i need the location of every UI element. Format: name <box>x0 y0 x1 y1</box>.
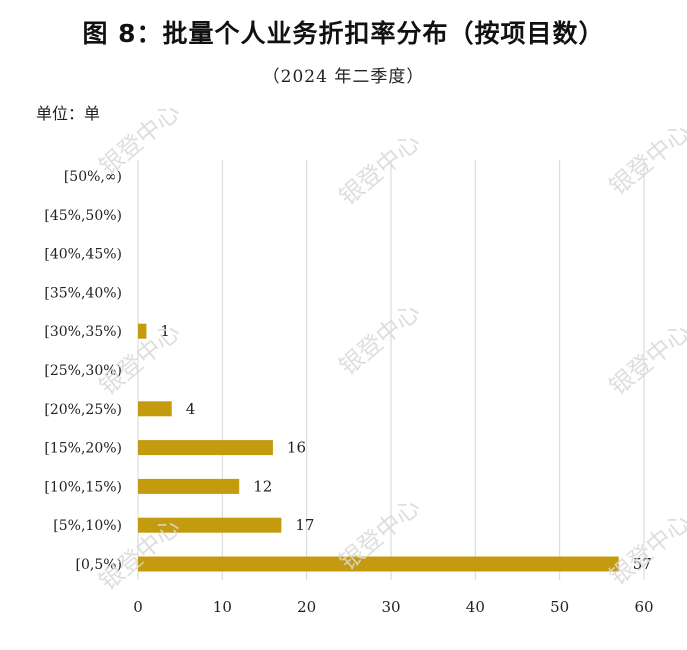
grid-lines <box>137 160 645 580</box>
data-label: 4 <box>186 400 196 418</box>
bar <box>138 556 619 572</box>
data-label: 1 <box>160 322 170 340</box>
x-tick-label: 30 <box>381 598 400 616</box>
category-label: [10%,15%) <box>44 479 122 495</box>
category-label: [45%,50%) <box>44 208 122 224</box>
unit-label: 单位：单 <box>36 104 101 123</box>
bar <box>138 440 273 456</box>
x-tick-label: 50 <box>550 598 569 616</box>
category-labels: [0,5%) [5%,10%) [10%,15%) [15%,20%) [20%,25%… <box>44 169 122 573</box>
x-tick-label: 40 <box>466 598 485 616</box>
category-label: [15%,20%) <box>44 441 122 457</box>
category-label: [20%,25%) <box>44 402 122 418</box>
x-tick-labels: 0 10 20 30 40 50 60 <box>133 598 653 616</box>
bars <box>138 323 619 572</box>
category-label: [5%,10%) <box>53 518 122 534</box>
category-label: [25%,30%) <box>44 363 122 379</box>
data-label: 16 <box>287 439 306 457</box>
data-label: 57 <box>633 555 652 573</box>
x-tick-label: 0 <box>133 598 143 616</box>
chart-subtitle: （2024 年二季度） <box>262 67 425 87</box>
data-label: 12 <box>253 477 272 495</box>
x-tick-label: 60 <box>634 598 653 616</box>
x-tick-label: 20 <box>297 598 316 616</box>
category-label: [35%,40%) <box>44 285 122 301</box>
category-label: [50%,∞) <box>64 169 122 185</box>
x-tick-label: 10 <box>213 598 232 616</box>
bar <box>138 478 240 494</box>
category-label: [30%,35%) <box>44 324 122 340</box>
chart-title: 图 8：批量个人业务折扣率分布（按项目数） <box>82 19 605 48</box>
data-label: 17 <box>295 516 314 534</box>
bar <box>138 401 172 417</box>
data-labels: 57 17 12 16 4 1 <box>160 322 651 573</box>
category-label: [0,5%) <box>76 557 123 573</box>
bar <box>138 517 282 533</box>
category-label: [40%,45%) <box>44 247 122 263</box>
bar <box>138 323 147 339</box>
